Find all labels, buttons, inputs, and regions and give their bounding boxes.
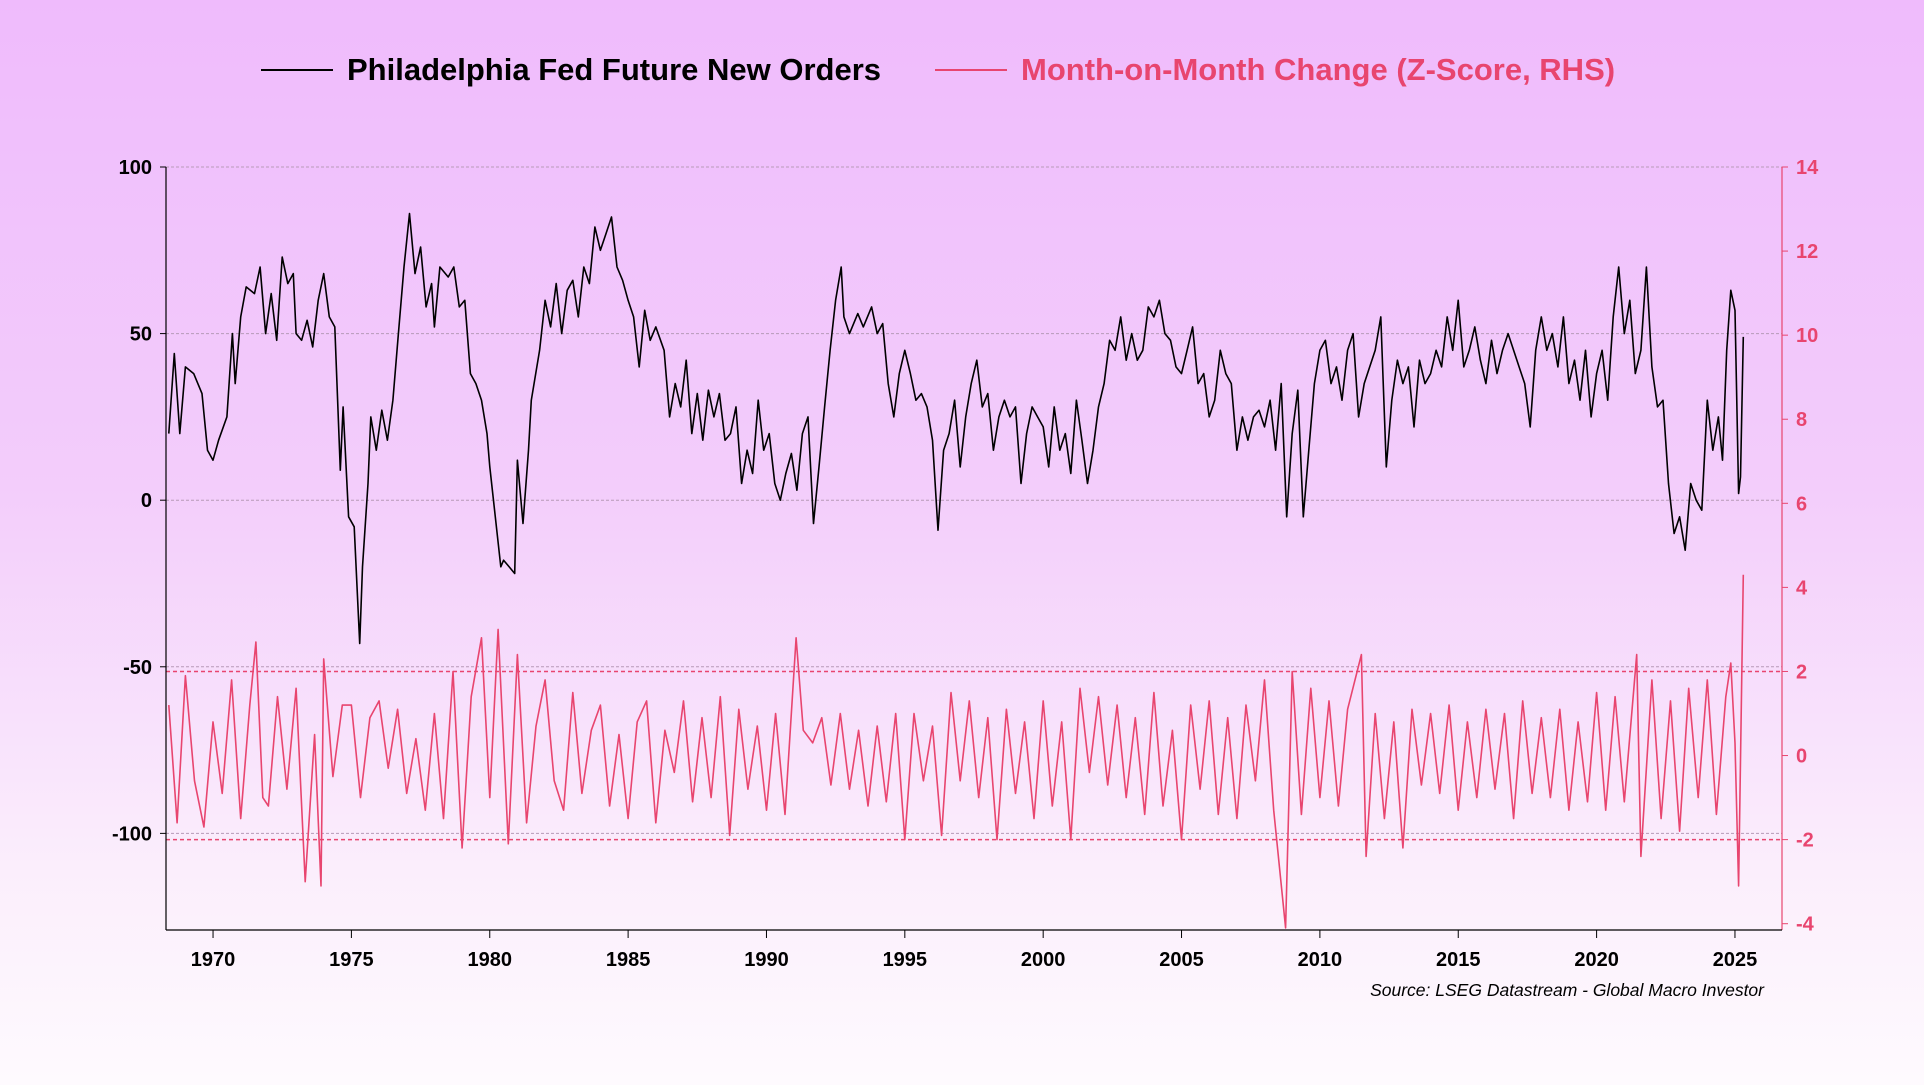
y-right-tick-label: 8 <box>1796 409 1807 431</box>
x-tick-label: 2015 <box>1436 949 1481 971</box>
gridlines <box>166 166 1782 834</box>
y-right-tick-label: -2 <box>1796 830 1814 852</box>
y-right-tick-label: -4 <box>1796 914 1815 936</box>
legend-swatch-pink <box>935 69 1007 71</box>
x-tick-label: 1985 <box>606 949 651 971</box>
x-tick-label: 2010 <box>1298 949 1343 971</box>
y-right-tick-label: 6 <box>1796 493 1807 515</box>
reference-lines <box>166 670 1782 841</box>
y-right-tick-label: 12 <box>1796 241 1818 263</box>
y-right-tick-label: 0 <box>1796 746 1807 768</box>
x-tick-label: 2025 <box>1713 949 1758 971</box>
legend-swatch-black <box>261 69 333 71</box>
y-left-tick-label: 0 <box>141 490 152 512</box>
x-tick-label: 2020 <box>1574 949 1619 971</box>
y-right-tick-label: 2 <box>1796 661 1807 683</box>
y-right-tick-label: 14 <box>1796 157 1819 179</box>
y-left-tick-label: 50 <box>130 324 152 346</box>
legend-label: Philadelphia Fed Future New Orders <box>347 52 881 87</box>
series-line-mom-change <box>168 574 1745 929</box>
axes: 100 50 0 -50 -100 14 12 10 8 6 4 2 0 -2 -4 1970 1975 1980… <box>112 157 1819 971</box>
y-left-tick-label: 100 <box>119 157 152 179</box>
x-tick-label: 1975 <box>329 949 374 971</box>
source-note: Source: LSEG Datastream - Global Macro I… <box>1370 980 1764 1000</box>
series-line-new-orders <box>168 212 1745 645</box>
x-tick-label: 1970 <box>191 949 236 971</box>
y-left-tick-label: -50 <box>123 657 152 679</box>
legend-label: Month-on-Month Change (Z-Score, RHS) <box>1021 52 1616 87</box>
legend-item-mom-change: Month-on-Month Change (Z-Score, RHS) <box>935 52 1615 88</box>
legend-item-new-orders: Philadelphia Fed Future New Orders <box>261 52 881 88</box>
x-tick-label: 2000 <box>1021 949 1066 971</box>
series-lines <box>168 212 1745 929</box>
x-tick-label: 1980 <box>468 949 513 971</box>
x-tick-label: 1990 <box>744 949 789 971</box>
y-left-tick-label: -100 <box>112 823 152 845</box>
x-tick-label: 2005 <box>1159 949 1204 971</box>
y-right-tick-label: 10 <box>1796 325 1818 347</box>
x-tick-label: 1995 <box>883 949 928 971</box>
y-right-tick-label: 4 <box>1796 577 1808 599</box>
